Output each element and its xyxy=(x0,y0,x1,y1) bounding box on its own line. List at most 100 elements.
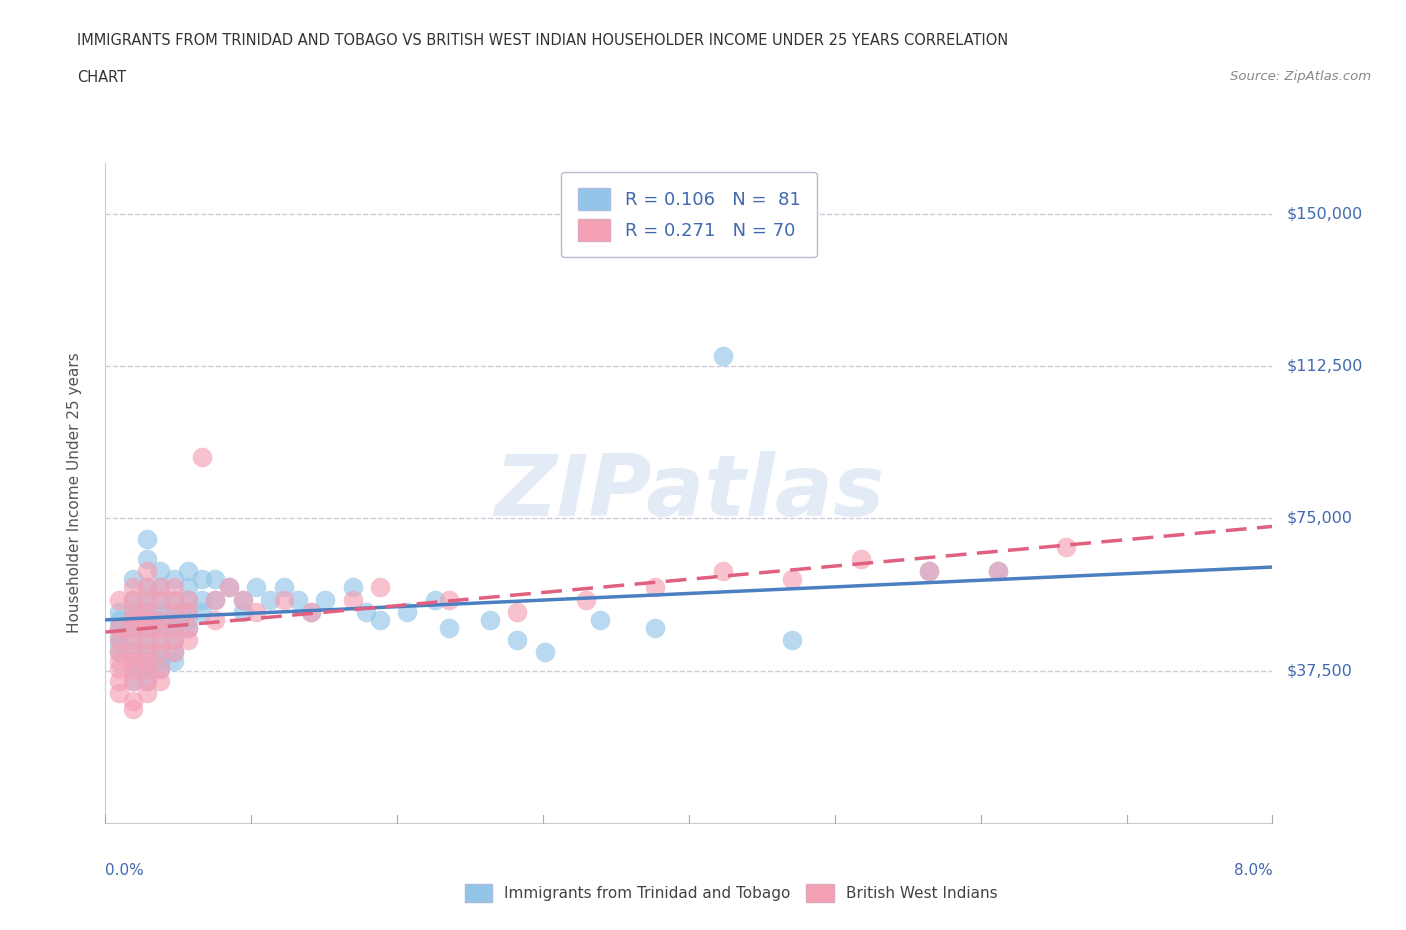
Point xyxy=(135,644,157,659)
Point xyxy=(163,604,186,619)
Point xyxy=(108,673,131,688)
Text: 0.0%: 0.0% xyxy=(105,863,145,878)
Point xyxy=(644,580,666,595)
Point xyxy=(711,564,734,578)
Point xyxy=(122,694,145,709)
Point xyxy=(163,604,186,619)
Point xyxy=(259,592,281,607)
Point xyxy=(122,620,145,635)
Point xyxy=(149,644,172,659)
Point xyxy=(423,592,446,607)
Point xyxy=(356,604,378,619)
Point xyxy=(163,613,186,628)
Point xyxy=(149,653,172,668)
Point xyxy=(589,613,612,628)
Point xyxy=(122,702,145,717)
Point xyxy=(232,592,254,607)
Point xyxy=(135,604,157,619)
Point xyxy=(177,620,200,635)
Point xyxy=(122,592,145,607)
Point xyxy=(135,632,157,647)
Point xyxy=(122,604,145,619)
Point xyxy=(122,653,145,668)
Point xyxy=(108,661,131,676)
Point xyxy=(149,661,172,676)
Point xyxy=(918,564,941,578)
Point xyxy=(135,604,157,619)
Point xyxy=(149,613,172,628)
Point xyxy=(190,604,212,619)
Point xyxy=(108,620,131,635)
Point xyxy=(149,661,172,676)
Point xyxy=(533,644,555,659)
Point xyxy=(273,580,295,595)
Point xyxy=(149,673,172,688)
Point xyxy=(245,580,267,595)
Point xyxy=(1056,539,1078,554)
Point xyxy=(135,531,157,546)
Point xyxy=(299,604,322,619)
Point xyxy=(711,349,734,364)
Point xyxy=(122,644,145,659)
Point xyxy=(122,653,145,668)
Point xyxy=(232,604,254,619)
Point xyxy=(163,644,186,659)
Point xyxy=(245,604,267,619)
Point xyxy=(478,613,501,628)
Point xyxy=(287,592,309,607)
Point xyxy=(177,592,200,607)
Point xyxy=(368,580,391,595)
Point xyxy=(299,604,322,619)
Point xyxy=(177,604,200,619)
Legend: Immigrants from Trinidad and Tobago, British West Indians: Immigrants from Trinidad and Tobago, Bri… xyxy=(458,878,1004,909)
Point xyxy=(437,592,460,607)
Point xyxy=(149,632,172,647)
Point xyxy=(177,592,200,607)
Text: Source: ZipAtlas.com: Source: ZipAtlas.com xyxy=(1230,70,1371,83)
Point xyxy=(122,661,145,676)
Point xyxy=(987,564,1010,578)
Point xyxy=(177,620,200,635)
Point xyxy=(135,592,157,607)
Point xyxy=(177,564,200,578)
Point xyxy=(149,632,172,647)
Point xyxy=(135,620,157,635)
Point xyxy=(149,644,172,659)
Point xyxy=(987,564,1010,578)
Point xyxy=(122,632,145,647)
Point xyxy=(780,572,803,587)
Text: $75,000: $75,000 xyxy=(1286,511,1353,525)
Point xyxy=(135,592,157,607)
Point xyxy=(135,580,157,595)
Point xyxy=(918,564,941,578)
Point xyxy=(108,592,131,607)
Point xyxy=(108,604,131,619)
Point xyxy=(108,620,131,635)
Point xyxy=(190,450,212,465)
Point xyxy=(135,632,157,647)
Point xyxy=(149,620,172,635)
Point xyxy=(163,644,186,659)
Point xyxy=(122,604,145,619)
Point xyxy=(135,653,157,668)
Point xyxy=(163,620,186,635)
Point xyxy=(135,673,157,688)
Point xyxy=(122,592,145,607)
Point xyxy=(122,580,145,595)
Point xyxy=(163,632,186,647)
Point xyxy=(135,620,157,635)
Point xyxy=(204,592,226,607)
Legend: R = 0.106   N =  81, R = 0.271   N = 70: R = 0.106 N = 81, R = 0.271 N = 70 xyxy=(561,172,817,258)
Point xyxy=(122,613,145,628)
Point xyxy=(135,673,157,688)
Point xyxy=(108,644,131,659)
Point xyxy=(368,613,391,628)
Point xyxy=(135,580,157,595)
Point xyxy=(135,564,157,578)
Point xyxy=(108,613,131,628)
Point xyxy=(163,620,186,635)
Point xyxy=(218,580,240,595)
Point xyxy=(177,632,200,647)
Point xyxy=(122,673,145,688)
Point xyxy=(177,604,200,619)
